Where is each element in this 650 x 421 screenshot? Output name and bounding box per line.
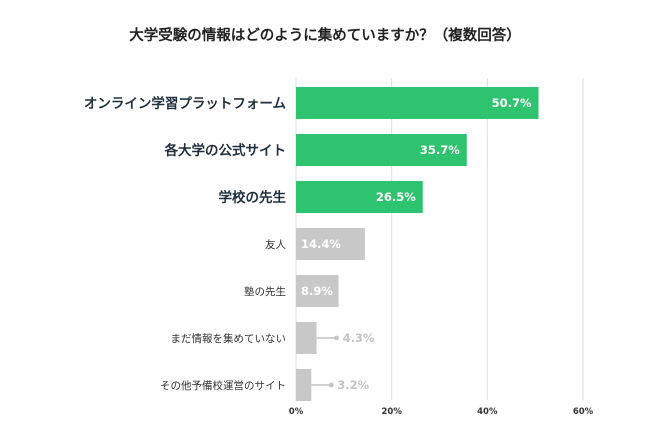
bar bbox=[296, 275, 339, 307]
x-tick-label: 60% bbox=[573, 407, 594, 417]
data-label: 50.7% bbox=[492, 96, 532, 110]
bar bbox=[296, 181, 423, 213]
bar bbox=[296, 322, 317, 354]
category-label: 学校の先生 bbox=[219, 189, 287, 206]
bar bbox=[296, 228, 365, 260]
bar bbox=[296, 369, 312, 401]
category-labels: オンライン学習プラットフォーム各大学の公式サイト学校の先生友人塾の先生まだ情報を… bbox=[84, 95, 287, 392]
x-tick-label: 0% bbox=[289, 407, 304, 417]
category-label: まだ情報を集めていない bbox=[171, 332, 287, 345]
data-label: 14.4% bbox=[301, 237, 341, 251]
category-label: 塾の先生 bbox=[244, 285, 286, 298]
category-label: 各大学の公式サイト bbox=[164, 142, 287, 159]
bars: 50.7% 35.7% 26.5% 14.4% 8.9% 4.3% 3.2% bbox=[296, 87, 539, 401]
data-label: 35.7% bbox=[420, 143, 460, 157]
category-label: 友人 bbox=[265, 238, 286, 251]
bar bbox=[296, 87, 539, 119]
leader-dot bbox=[328, 382, 334, 388]
bar bbox=[296, 134, 467, 166]
chart-title: 大学受験の情報はどのように集めていますか？（複数回答） bbox=[129, 26, 521, 44]
data-label: 4.3% bbox=[343, 331, 375, 345]
leader-dot bbox=[334, 335, 339, 341]
x-tick-label: 40% bbox=[477, 407, 498, 417]
category-label: その他予備校運営のサイト bbox=[160, 379, 286, 392]
x-axis-ticks: 0% 20% 40% 60% bbox=[289, 407, 594, 417]
data-label: 3.2% bbox=[337, 378, 369, 392]
category-label: オンライン学習プラットフォーム bbox=[84, 95, 286, 112]
x-tick-label: 20% bbox=[381, 407, 402, 417]
data-label: 26.5% bbox=[376, 190, 416, 204]
data-label: 8.9% bbox=[301, 284, 333, 298]
